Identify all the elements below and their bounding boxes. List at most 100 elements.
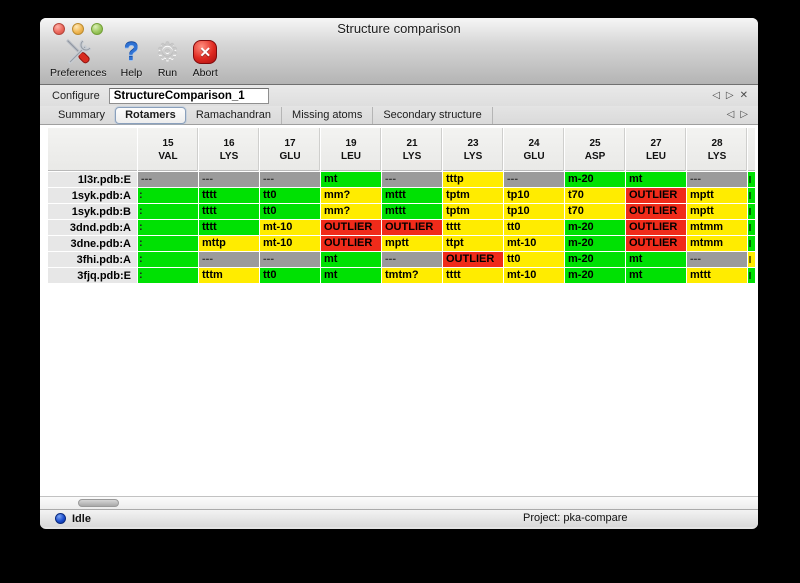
rotamer-cell[interactable]: mptt (687, 204, 747, 219)
rotamer-cell[interactable]: tt0 (504, 252, 564, 267)
tab-missing-atoms[interactable]: Missing atoms (282, 106, 374, 124)
rotamer-cell[interactable]: mttt (382, 188, 442, 203)
rotamer-cell[interactable]: : (138, 252, 198, 267)
horizontal-scrollbar[interactable] (40, 496, 758, 509)
row-header[interactable]: 3dnd.pdb:A (48, 220, 137, 235)
rotamer-cell[interactable]: tttt (199, 220, 259, 235)
rotamer-cell[interactable]: --- (138, 172, 198, 187)
column-header[interactable]: 24 GLU (504, 128, 564, 171)
rotamer-cell[interactable]: --- (199, 172, 259, 187)
rotamer-cell[interactable]: --- (687, 172, 747, 187)
rotamer-cell[interactable]: mt (626, 252, 686, 267)
minimize-window-button[interactable] (72, 23, 84, 35)
column-header[interactable]: 15 VAL (138, 128, 198, 171)
rotamer-cell[interactable]: m-20 (565, 236, 625, 251)
next-config-icon[interactable]: ▷ (725, 89, 734, 101)
rotamer-cell[interactable]: mm? (321, 188, 381, 203)
rotamer-cell[interactable]: mttt (687, 268, 747, 283)
rotamer-cell[interactable]: t70 (565, 188, 625, 203)
row-header[interactable]: 1l3r.pdb:E (48, 172, 137, 187)
rotamer-cell[interactable]: --- (260, 172, 320, 187)
rotamer-cell[interactable]: mt (321, 172, 381, 187)
abort-button[interactable]: ✕ Abort (193, 38, 218, 79)
rotamer-cell[interactable]: mm? (321, 204, 381, 219)
column-header[interactable]: 23 LYS (443, 128, 503, 171)
rotamer-cell[interactable]: tptm (443, 188, 503, 203)
rotamer-cell[interactable]: mt (626, 268, 686, 283)
next-tab-icon[interactable]: ▷ (740, 109, 748, 120)
rotamer-cell[interactable]: m-20 (565, 268, 625, 283)
rotamer-cell[interactable]: --- (687, 252, 747, 267)
configure-name-input[interactable] (108, 87, 269, 104)
tab-rotamers[interactable]: Rotamers (115, 106, 186, 124)
rotamer-cell[interactable]: m-20 (565, 220, 625, 235)
help-button[interactable]: ? Help (121, 38, 143, 79)
rotamer-cell[interactable]: --- (199, 252, 259, 267)
rotamer-cell[interactable]: tttt (199, 188, 259, 203)
rotamer-cell[interactable]: : (138, 204, 198, 219)
column-header[interactable]: 19 LEU (321, 128, 381, 171)
rotamer-cell[interactable]: --- (260, 252, 320, 267)
rotamer-cell[interactable]: mt (626, 172, 686, 187)
prev-config-icon[interactable]: ◁ (712, 89, 720, 101)
rotamer-cell[interactable]: OUTLIER (626, 220, 686, 235)
rotamer-cell[interactable]: mtmm (687, 220, 747, 235)
rotamer-cell[interactable]: t70 (565, 204, 625, 219)
rotamer-cell[interactable]: tttp (443, 172, 503, 187)
zoom-window-button[interactable] (91, 23, 103, 35)
prev-tab-icon[interactable]: ◁ (726, 109, 735, 120)
row-header[interactable]: 3dne.pdb:A (48, 236, 137, 251)
rotamer-cell[interactable]: tp10 (504, 188, 564, 203)
rotamer-cell[interactable]: m-20 (565, 252, 625, 267)
rotamer-cell[interactable]: mt (321, 268, 381, 283)
rotamer-cell[interactable]: tttm (199, 268, 259, 283)
rotamer-cell[interactable]: OUTLIER (382, 220, 442, 235)
column-header[interactable]: 25 ASP (565, 128, 625, 171)
row-header[interactable]: 1syk.pdb:A (48, 188, 137, 203)
row-header[interactable]: 3fhi.pdb:A (48, 252, 137, 267)
column-header[interactable]: 27 LEU (626, 128, 686, 171)
rotamer-cell[interactable]: OUTLIER (626, 188, 686, 203)
rotamer-cell[interactable]: : (138, 236, 198, 251)
close-config-icon[interactable]: ✕ (739, 89, 748, 101)
rotamer-cell[interactable]: mt-10 (504, 268, 564, 283)
rotamer-cell[interactable]: --- (382, 252, 442, 267)
rotamer-cell[interactable]: mt (321, 252, 381, 267)
rotamer-cell[interactable]: tttt (443, 220, 503, 235)
rotamer-cell[interactable]: tptm (443, 204, 503, 219)
rotamer-cell[interactable]: mttt (382, 204, 442, 219)
close-window-button[interactable] (53, 23, 65, 35)
rotamer-cell[interactable]: ttpt (443, 236, 503, 251)
rotamer-cell[interactable]: mtmm (687, 236, 747, 251)
rotamer-cell[interactable]: : (138, 220, 198, 235)
column-header[interactable]: 21 LYS (382, 128, 442, 171)
rotamer-cell[interactable]: mt-10 (260, 236, 320, 251)
column-header[interactable]: 16 LYS (199, 128, 259, 171)
tab-ramachandran[interactable]: Ramachandran (186, 106, 283, 124)
run-button[interactable]: ⚙ Run (156, 38, 178, 79)
rotamer-cell[interactable]: tttt (443, 268, 503, 283)
rotamer-cell[interactable]: mttp (199, 236, 259, 251)
rotamer-cell[interactable]: tt0 (260, 268, 320, 283)
rotamer-cell[interactable]: --- (504, 172, 564, 187)
row-header[interactable]: 3fjq.pdb:E (48, 268, 137, 283)
rotamer-cell[interactable]: OUTLIER (626, 204, 686, 219)
rotamer-cell[interactable]: OUTLIER (321, 236, 381, 251)
rotamer-cell[interactable]: --- (382, 172, 442, 187)
scrollbar-thumb[interactable] (78, 499, 119, 507)
preferences-button[interactable]: Preferences (50, 38, 107, 79)
rotamer-cell[interactable]: mt-10 (260, 220, 320, 235)
rotamer-cell[interactable]: tt0 (260, 188, 320, 203)
rotamer-cell[interactable]: tmtm? (382, 268, 442, 283)
rotamer-cell[interactable]: tttt (199, 204, 259, 219)
rotamer-cell[interactable]: OUTLIER (321, 220, 381, 235)
tab-summary[interactable]: Summary (58, 108, 106, 121)
rotamer-cell[interactable]: mptt (382, 236, 442, 251)
rotamer-cell[interactable]: OUTLIER (626, 236, 686, 251)
rotamer-cell[interactable]: mptt (687, 188, 747, 203)
column-header[interactable]: 28 LYS (687, 128, 747, 171)
rotamer-cell[interactable]: tt0 (260, 204, 320, 219)
rotamer-cell[interactable]: tt0 (504, 220, 564, 235)
rotamer-cell[interactable]: : (138, 188, 198, 203)
rotamer-cell[interactable]: OUTLIER (443, 252, 503, 267)
